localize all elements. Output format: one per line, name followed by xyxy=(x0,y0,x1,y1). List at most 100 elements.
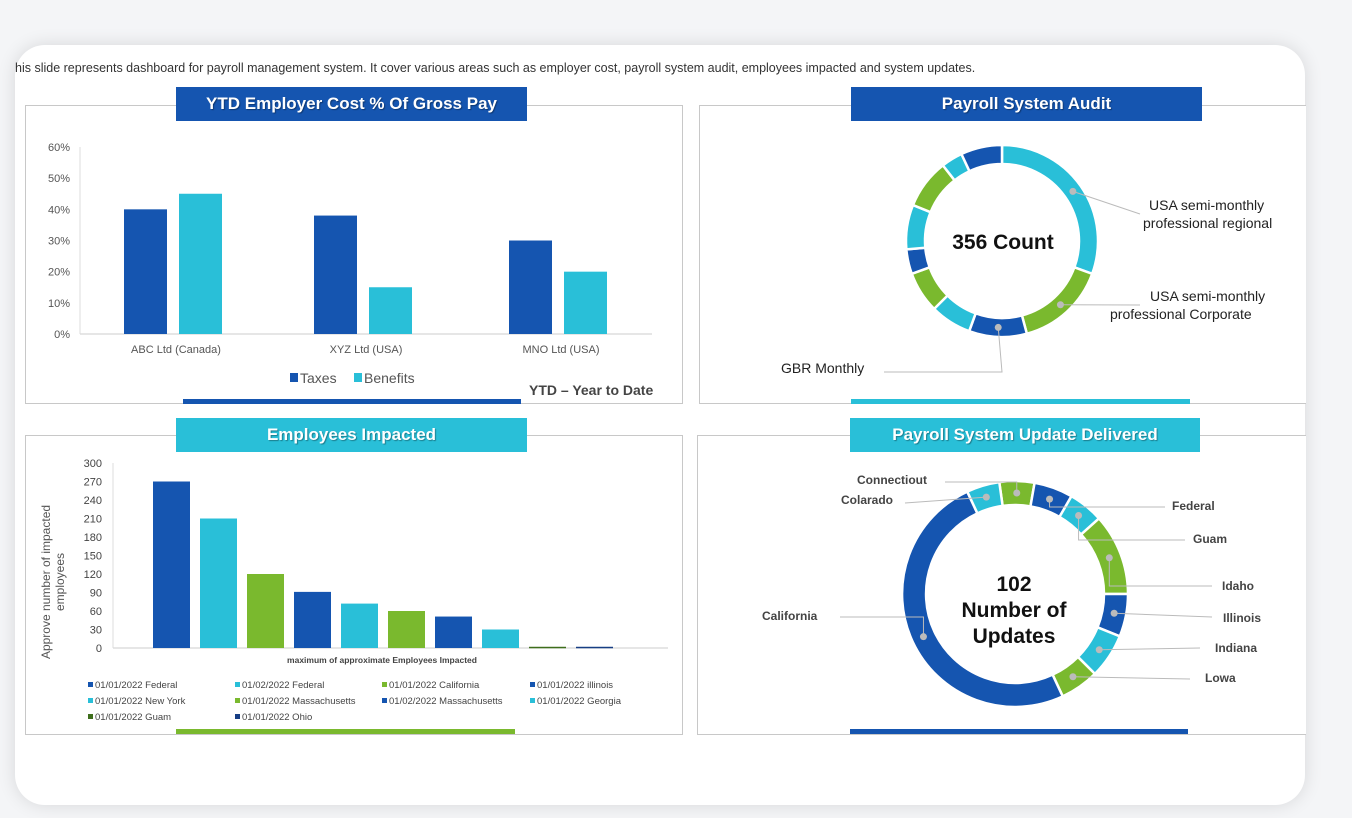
slice-label: professional regional xyxy=(1143,215,1272,231)
legend-label: 01/01/2022 Massachusetts xyxy=(242,696,356,707)
bar xyxy=(294,591,331,648)
leader-line xyxy=(1078,515,1185,541)
x-tick-label: MNO Ltd (USA) xyxy=(522,344,599,356)
legend-swatch xyxy=(530,698,535,703)
leader-line xyxy=(904,496,987,504)
bar xyxy=(200,518,237,648)
y-tick-label: 90 xyxy=(90,588,102,600)
bar xyxy=(153,481,190,648)
y-tick-label: 300 xyxy=(84,458,102,470)
employees-title: Employees Impacted xyxy=(176,418,527,452)
accent-bar xyxy=(850,729,1188,734)
bar xyxy=(435,616,472,648)
leader-line xyxy=(1114,612,1213,618)
bar xyxy=(247,574,284,648)
leader-dot xyxy=(982,493,990,501)
leader-dot xyxy=(1069,187,1077,195)
x-tick-label: XYZ Ltd (USA) xyxy=(330,344,403,356)
donut-slice xyxy=(900,489,1065,709)
y-tick-label: 120 xyxy=(84,569,102,581)
bar xyxy=(482,629,519,648)
leader-dot xyxy=(1056,301,1064,309)
leader-line xyxy=(1072,676,1191,680)
legend-label: Taxes xyxy=(300,370,337,386)
bar xyxy=(529,646,566,649)
legend-label: 01/02/2022 Massachusetts xyxy=(389,696,503,707)
ytd-note: YTD – Year to Date xyxy=(529,382,654,398)
legend-swatch xyxy=(235,682,240,687)
slice-label: Colarado xyxy=(841,493,893,507)
leader-line xyxy=(1099,647,1201,651)
slice-label: Illinois xyxy=(1223,611,1261,625)
accent-bar xyxy=(176,729,515,734)
legend-label: 01/01/2022 California xyxy=(389,680,480,691)
accent-bar xyxy=(183,399,521,404)
bar-taxes xyxy=(124,209,167,334)
bar xyxy=(576,646,613,649)
x-tick-label: ABC Ltd (Canada) xyxy=(131,344,221,356)
leader-dot xyxy=(1095,646,1103,654)
audit-title: Payroll System Audit xyxy=(851,87,1202,121)
x-axis-title: maximum of approximate Employees Impacte… xyxy=(287,655,477,665)
legend-label: 01/01/2022 Georgia xyxy=(537,696,622,707)
y-tick-label: 0% xyxy=(54,329,70,341)
legend-swatch xyxy=(235,714,240,719)
slice-label: GBR Monthly xyxy=(781,360,864,376)
leader-line xyxy=(884,327,1003,373)
y-tick-label: 150 xyxy=(84,551,102,563)
leader-dot xyxy=(1069,673,1077,681)
leader-dot xyxy=(994,323,1002,331)
bar-benefits xyxy=(564,271,607,334)
leader-line xyxy=(1108,557,1212,587)
slice-label: Federal xyxy=(1172,499,1215,513)
employer-cost-title: YTD Employer Cost % Of Gross Pay xyxy=(176,87,527,121)
legend-swatch xyxy=(382,682,387,687)
legend-swatch xyxy=(88,698,93,703)
slice-label: Indiana xyxy=(1215,641,1257,655)
leader-dot xyxy=(1105,554,1113,562)
bar-benefits xyxy=(179,193,222,334)
y-axis-title: Approve number of impactedemployees xyxy=(39,505,67,659)
legend-label: 01/01/2022 Federal xyxy=(95,680,177,691)
y-tick-label: 30 xyxy=(90,625,102,637)
y-tick-label: 10% xyxy=(48,298,70,310)
y-tick-label: 270 xyxy=(84,477,102,489)
slice-label: Connectiout xyxy=(857,473,927,487)
bar xyxy=(341,603,378,648)
donut-center-text: 356 Count xyxy=(952,231,1054,254)
employees-panel xyxy=(25,435,683,735)
leader-dot xyxy=(1075,512,1083,520)
y-tick-label: 60% xyxy=(48,142,70,154)
slice-label: California xyxy=(762,609,818,623)
leader-line xyxy=(840,616,924,637)
y-tick-label: 40% xyxy=(48,204,70,216)
legend-swatch xyxy=(88,682,93,687)
donut-slice xyxy=(1079,516,1130,596)
slice-label: USA semi-monthly xyxy=(1150,288,1265,304)
slide-description: his slide represents dashboard for payro… xyxy=(15,61,976,75)
slice-label: USA semi-monthly xyxy=(1149,197,1264,213)
legend-swatch xyxy=(530,682,535,687)
slice-label: professional Corporate xyxy=(1110,306,1252,322)
legend-label: 01/01/2022 New York xyxy=(95,696,186,707)
slice-label: Guam xyxy=(1193,532,1227,546)
leader-line xyxy=(945,481,1018,494)
leader-line xyxy=(1072,190,1141,215)
bar xyxy=(388,611,425,648)
legend-label: 01/01/2022 illinois xyxy=(537,680,613,691)
legend-label: 01/02/2022 Federal xyxy=(242,680,324,691)
donut-center-value: 102 xyxy=(996,573,1031,596)
legend-swatch xyxy=(235,698,240,703)
leader-dot xyxy=(1110,609,1118,617)
legend-swatch xyxy=(354,373,362,382)
slice-label: Lowa xyxy=(1205,671,1236,685)
leader-dot xyxy=(919,633,927,641)
legend-label: 01/01/2022 Ohio xyxy=(242,712,312,723)
donut-slice xyxy=(959,143,1004,173)
y-tick-label: 210 xyxy=(84,514,102,526)
bar-taxes xyxy=(509,240,552,334)
legend-swatch xyxy=(88,714,93,719)
